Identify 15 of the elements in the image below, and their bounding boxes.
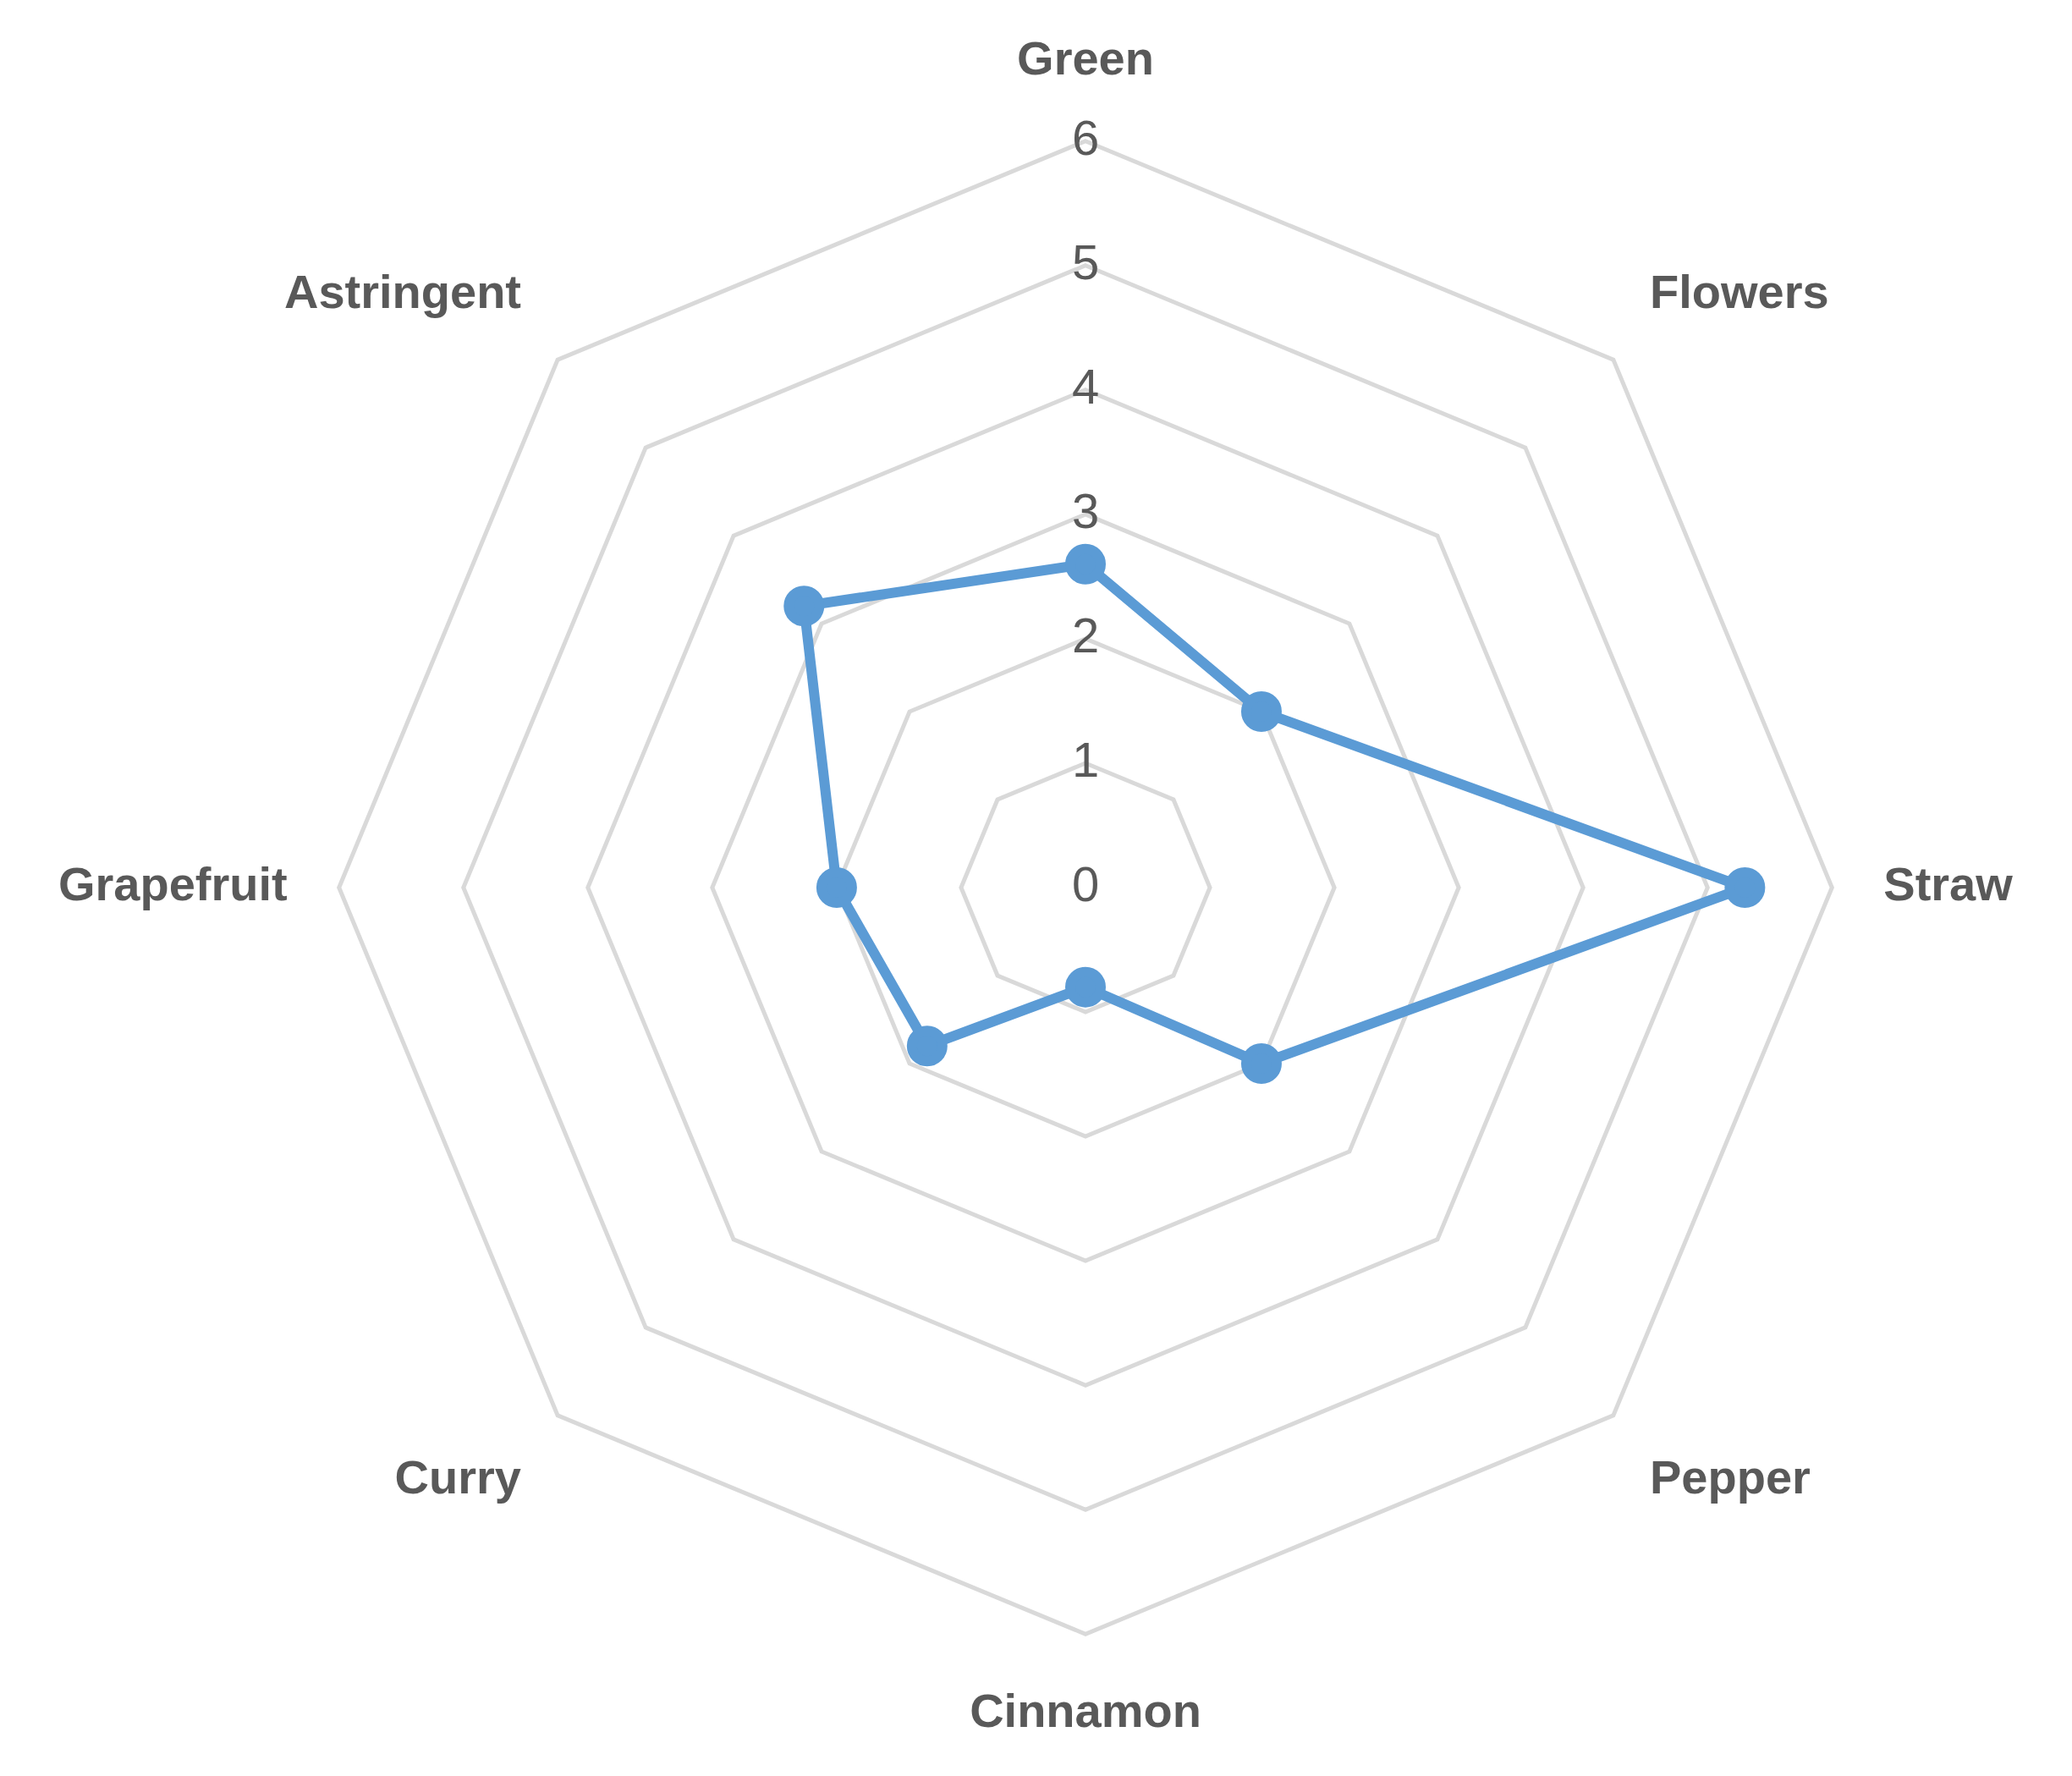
spoke-label: Straw: [1883, 857, 2014, 911]
spoke-label: Green: [1017, 30, 1154, 85]
spoke-label: Cinnamon: [970, 1684, 1201, 1738]
spoke-label: Astringent: [283, 264, 521, 318]
y-tick-label: 3: [1071, 482, 1100, 538]
spoke-label: Curry: [394, 1450, 521, 1504]
spoke-label: Grapefruit: [58, 857, 288, 911]
y-tick-label: 0: [1071, 856, 1100, 911]
y-tick-label: 2: [1071, 607, 1100, 663]
y-tick-label: 5: [1071, 234, 1100, 289]
y-tick-label: 1: [1071, 731, 1100, 787]
y-tick-label: 4: [1071, 358, 1100, 414]
y-tick-label: 6: [1071, 109, 1100, 165]
spoke-label: Pepper: [1650, 1450, 1811, 1504]
spoke-label: Flowers: [1650, 264, 1829, 318]
